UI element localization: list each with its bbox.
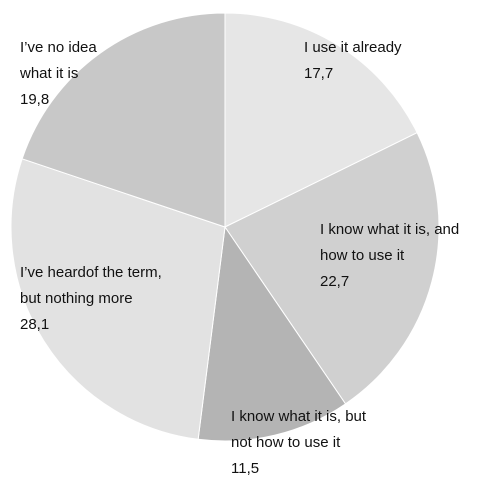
slice-value-4: 28,1	[20, 316, 49, 333]
slice-label-5: I’ve no idea what it is 19,8	[19, 39, 97, 108]
pie-slices	[10, 12, 440, 442]
pie-slice-5	[21, 12, 226, 228]
slice-label-1: I use it already 17,7	[304, 39, 402, 82]
pie-slice-1	[224, 12, 418, 228]
slice-label-line: I’ve no idea	[20, 39, 97, 56]
pie-slice-4	[10, 158, 226, 440]
slice-label-2: I know what it is, and how to use it 22,7	[320, 221, 459, 290]
slice-value-2: 22,7	[320, 273, 349, 290]
slice-label-4: I’ve heardof the term, but nothing more 28…	[20, 264, 162, 333]
slice-labels: I use it already 17,7 I know what it is, a…	[19, 39, 459, 477]
slice-value-3: 11,5	[231, 460, 259, 477]
slice-label-3: I know what it is, but not how to use it 1…	[231, 408, 367, 477]
slice-label-line: what it is	[19, 65, 78, 82]
slice-label-line: I’ve heardof the term,	[20, 264, 162, 281]
pie-slice-3	[197, 225, 347, 442]
slice-label-line: I know what it is, and	[320, 221, 459, 238]
slice-label-line: but nothing more	[20, 290, 133, 307]
slice-value-5: 19,8	[20, 91, 49, 108]
pie-slice-2	[224, 132, 440, 405]
slice-value-1: 17,7	[304, 65, 333, 82]
slice-label-line: not how to use it	[231, 434, 341, 451]
slice-label-line: I use it already	[304, 39, 402, 56]
slice-label-line: I know what it is, but	[231, 408, 367, 425]
slice-label-line: how to use it	[320, 247, 405, 264]
